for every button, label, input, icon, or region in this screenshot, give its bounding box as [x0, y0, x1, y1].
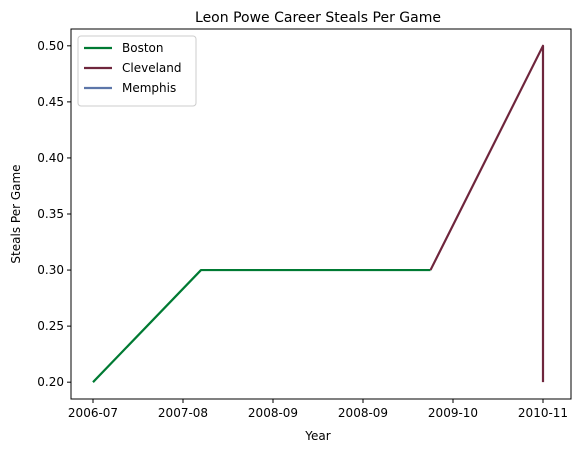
y-tick-label: 0.45 [37, 95, 64, 109]
legend-label-boston: Boston [122, 41, 163, 55]
x-tick-label: 2010-11 [518, 406, 568, 420]
x-tick-label: 2009-10 [428, 406, 478, 420]
y-axis: 0.20 0.25 0.30 0.35 0.40 0.45 0.50 [37, 39, 71, 389]
legend-label-memphis: Memphis [122, 81, 176, 95]
y-tick-label: 0.40 [37, 151, 64, 165]
legend-label-cleveland: Cleveland [122, 61, 182, 75]
x-tick-label: 2008-09 [248, 406, 298, 420]
y-tick-label: 0.35 [37, 207, 64, 221]
x-axis-label: Year [304, 429, 330, 443]
series-line-cleveland [429, 44, 545, 383]
x-tick-label: 2007-08 [158, 406, 208, 420]
plot-frame [70, 28, 572, 400]
x-tick-label: 2006-07 [68, 406, 118, 420]
chart-title: Leon Powe Career Steals Per Game [195, 10, 441, 26]
y-tick-label: 0.30 [37, 263, 64, 277]
y-axis-label: Steals Per Game [9, 164, 23, 263]
x-axis: 2006-07 2007-08 2008-09 2008-09 2009-10 2010-… [68, 399, 568, 420]
plot-lines [92, 44, 545, 383]
x-tick-label: 2008-09 [338, 406, 388, 420]
legend: Boston Cleveland Memphis [77, 35, 197, 107]
y-tick-label: 0.50 [37, 39, 64, 53]
y-tick-label: 0.25 [37, 319, 64, 333]
series-line-boston [92, 268, 431, 383]
y-tick-label: 0.20 [37, 375, 64, 389]
